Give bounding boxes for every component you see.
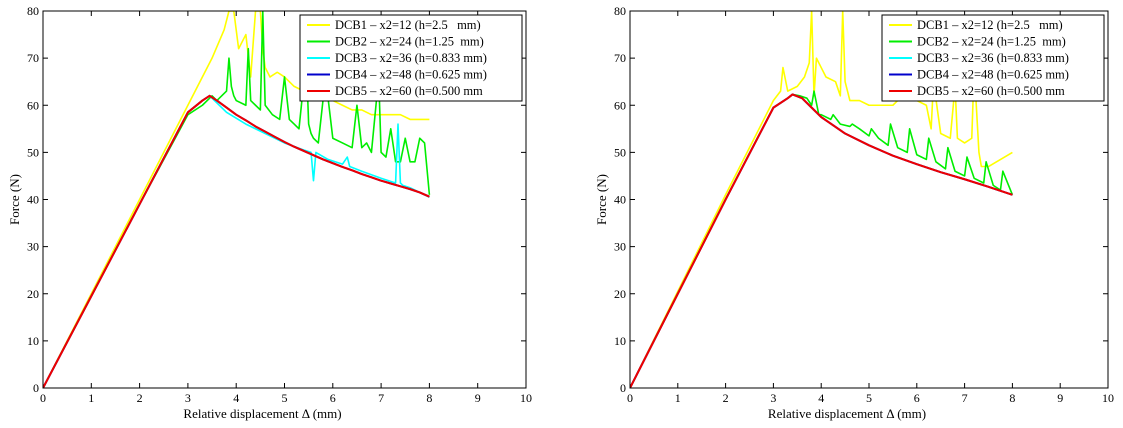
y-tick-label: 70 — [27, 51, 39, 65]
y-tick-label: 0 — [33, 381, 39, 395]
x-axis-label: Relative displacement Δ (mm) — [768, 406, 926, 421]
chart-2: 0 1 2 3 4 5 6 7 8 9 10 0 10 20 30 40 50 60 70 80 Relative di… — [594, 4, 1114, 421]
legend-label-dcb4: DCB4 – x2=48 (h=0.625 mm) — [335, 68, 487, 82]
series-line-dcb5 — [43, 94, 430, 388]
x-tick-label: 9 — [475, 391, 481, 405]
y-tick-label: 60 — [27, 98, 39, 112]
x-tick-label: 10 — [1102, 391, 1114, 405]
y-tick-label: 70 — [614, 51, 626, 65]
legend: DCB1 – x2=12 (h=2.5 mm) DCB2 – x2=24 (h=1… — [881, 14, 1105, 102]
y-tick-label: 60 — [614, 98, 626, 112]
y-tick-label: 30 — [27, 240, 39, 254]
y-tick-label: 0 — [620, 381, 626, 395]
x-tick-label: 6 — [914, 391, 920, 405]
x-tick-label: 9 — [1057, 391, 1063, 405]
y-tick-label: 80 — [614, 4, 626, 18]
x-tick-label: 8 — [426, 391, 432, 405]
x-tick-label: 8 — [1009, 391, 1015, 405]
legend-label-dcb1: DCB1 – x2=12 (h=2.5 mm) — [335, 18, 481, 32]
legend-box — [881, 14, 1105, 102]
x-tick-label: 10 — [520, 391, 532, 405]
series-lines — [43, 11, 431, 388]
x-tick-label: 1 — [675, 391, 681, 405]
series-line-dcb1 — [43, 11, 430, 388]
y-tick-label: 10 — [614, 334, 626, 348]
legend-label-dcb2: DCB2 – x2=24 (h=1.25 mm) — [335, 35, 484, 49]
legend-label-dcb1: DCB1 – x2=12 (h=2.5 mm) — [917, 18, 1063, 32]
series-line-dcb4 — [630, 93, 1013, 388]
x-tick-label: 2 — [723, 391, 729, 405]
legend-label-dcb5: DCB5 – x2=60 (h=0.500 mm — [917, 84, 1065, 98]
x-tick-label: 4 — [233, 391, 239, 405]
legend-label-dcb2: DCB2 – x2=24 (h=1.25 mm) — [917, 35, 1066, 49]
series-line-dcb2 — [43, 11, 431, 388]
y-tick-label: 10 — [27, 334, 39, 348]
series-line-dcb2 — [630, 90, 1014, 388]
y-tick-label: 40 — [614, 193, 626, 207]
y-tick-label: 50 — [614, 145, 626, 159]
x-tick-label: 3 — [185, 391, 191, 405]
legend: DCB1 – x2=12 (h=2.5 mm) DCB2 – x2=24 (h=1… — [299, 14, 523, 102]
x-tick-label: 6 — [330, 391, 336, 405]
series-line-dcb3 — [630, 93, 1013, 388]
legend-label-dcb3: DCB3 – x2=36 (h=0.833 mm) — [335, 51, 487, 65]
series-lines — [630, 11, 1014, 388]
y-axis-label: Force (N) — [7, 174, 22, 225]
y-axis-label: Force (N) — [594, 174, 609, 225]
x-tick-label: 0 — [40, 391, 46, 405]
y-tick-label: 80 — [27, 4, 39, 18]
series-line-dcb3 — [43, 95, 430, 388]
x-tick-label: 5 — [866, 391, 872, 405]
legend-box — [299, 14, 523, 102]
y-tick-label: 40 — [27, 193, 39, 207]
y-tick-label: 50 — [27, 145, 39, 159]
series-line-dcb1 — [630, 11, 1013, 388]
series-line-dcb4 — [43, 94, 430, 388]
y-tick-label: 20 — [614, 287, 626, 301]
x-tick-label: 4 — [818, 391, 824, 405]
x-tick-label: 2 — [137, 391, 143, 405]
x-tick-label: 7 — [962, 391, 968, 405]
chart-1: 0 1 2 3 4 5 6 7 8 9 10 0 10 20 30 40 50 60 70 80 Relative di… — [7, 4, 532, 421]
x-tick-label: 0 — [627, 391, 633, 405]
x-tick-label: 3 — [770, 391, 776, 405]
x-tick-label: 5 — [282, 391, 288, 405]
x-axis-label: Relative displacement Δ (mm) — [183, 406, 341, 421]
legend-label-dcb3: DCB3 – x2=36 (h=0.833 mm) — [917, 51, 1069, 65]
legend-label-dcb5: DCB5 – x2=60 (h=0.500 mm — [335, 84, 483, 98]
x-tick-label: 1 — [88, 391, 94, 405]
x-tick-label: 7 — [378, 391, 384, 405]
legend-label-dcb4: DCB4 – x2=48 (h=0.625 mm) — [917, 68, 1069, 82]
y-tick-label: 30 — [614, 240, 626, 254]
series-line-dcb5 — [630, 93, 1013, 388]
y-tick-label: 20 — [27, 287, 39, 301]
